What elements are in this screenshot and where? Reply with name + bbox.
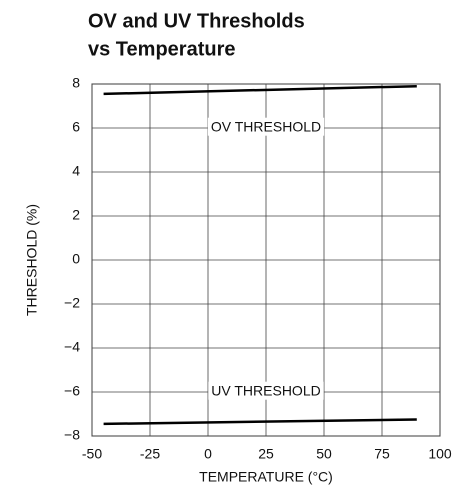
chart-title: OV and UV Thresholds	[88, 10, 305, 32]
annotation: UV THRESHOLD	[211, 383, 320, 399]
series-line	[103, 418, 417, 426]
annotation-background	[208, 381, 324, 400]
chart-title: vs Temperature	[88, 38, 235, 60]
y-tick-label: 6	[72, 119, 80, 135]
y-tick-label: −2	[64, 295, 80, 311]
x-tick-label: -25	[140, 446, 160, 462]
y-axis-label: THRESHOLD (%)	[24, 204, 40, 316]
annotation-background	[207, 117, 325, 136]
x-axis-label: TEMPERATURE (°C)	[199, 469, 333, 485]
y-tick-label: 2	[72, 207, 80, 223]
y-tick-label: −8	[64, 427, 80, 443]
x-tick-label: 25	[258, 446, 274, 462]
x-tick-label: -50	[82, 446, 102, 462]
y-tick-label: 0	[72, 251, 80, 267]
y-tick-label: 8	[72, 75, 80, 91]
y-tick-label: 4	[72, 163, 80, 179]
y-tick-label: −6	[64, 383, 80, 399]
x-tick-label: 100	[428, 446, 452, 462]
x-tick-label: 0	[204, 446, 212, 462]
x-tick-label: 75	[374, 446, 390, 462]
series-line	[103, 84, 417, 96]
x-tick-label: 50	[316, 446, 332, 462]
y-tick-label: −4	[64, 339, 80, 355]
annotation: OV THRESHOLD	[211, 119, 321, 135]
